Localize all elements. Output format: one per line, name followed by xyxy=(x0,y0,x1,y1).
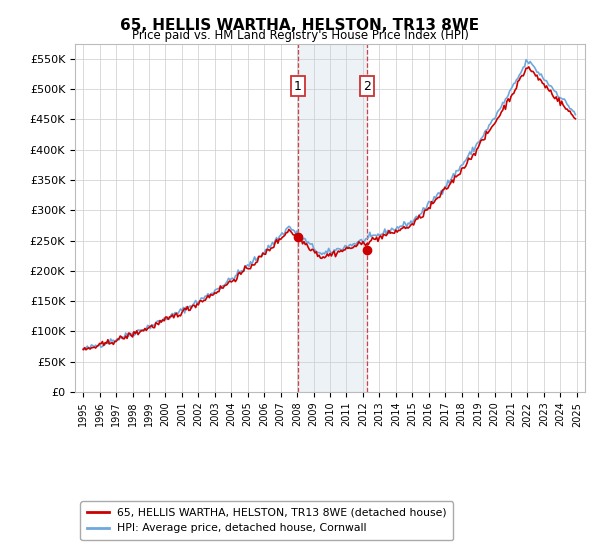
Legend: 65, HELLIS WARTHA, HELSTON, TR13 8WE (detached house), HPI: Average price, detac: 65, HELLIS WARTHA, HELSTON, TR13 8WE (de… xyxy=(80,501,454,540)
Text: 1: 1 xyxy=(294,80,302,92)
Text: 2: 2 xyxy=(363,80,371,92)
Text: 65, HELLIS WARTHA, HELSTON, TR13 8WE: 65, HELLIS WARTHA, HELSTON, TR13 8WE xyxy=(121,18,479,33)
Bar xyxy=(298,44,367,392)
Text: Price paid vs. HM Land Registry's House Price Index (HPI): Price paid vs. HM Land Registry's House … xyxy=(131,29,469,42)
